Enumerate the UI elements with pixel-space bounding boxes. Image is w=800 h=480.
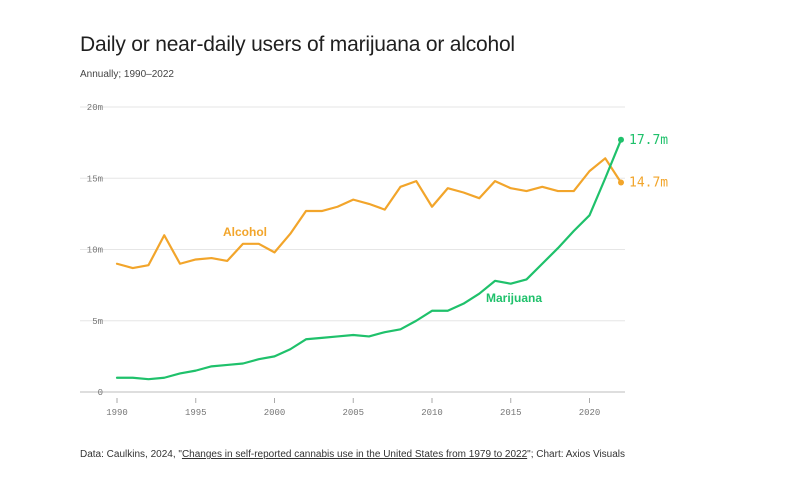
marijuana-series-label: Marijuana — [486, 291, 542, 305]
y-tick-label: 15m — [87, 174, 103, 184]
alcohol-end-label: 14.7m — [629, 176, 668, 191]
alcohol-series-label: Alcohol — [223, 225, 267, 239]
source-link[interactable]: Changes in self-reported cannabis use in… — [181, 449, 528, 460]
source-prefix: Data: Caulkins, 2024, " — [80, 449, 182, 460]
chart-subtitle: Annually; 1990–2022 — [80, 69, 174, 80]
x-tick-label: 2000 — [264, 408, 286, 418]
alcohol-line — [115, 157, 623, 270]
y-tick-label: 0 — [98, 388, 103, 398]
x-tick-label: 2010 — [421, 408, 443, 418]
x-tick-label: 2020 — [579, 408, 601, 418]
marijuana-end-label: 17.7m — [629, 133, 668, 148]
x-tick-label: 2005 — [342, 408, 364, 418]
y-tick-label: 20m — [87, 103, 103, 113]
source-suffix: "; Chart: Axios Visuals — [527, 449, 626, 460]
marijuana-line — [115, 138, 623, 381]
chart-title: Daily or near-daily users of marijuana o… — [80, 33, 515, 56]
x-tick-label: 1995 — [185, 408, 207, 418]
x-tick-label: 1990 — [106, 408, 128, 418]
y-tick-label: 5m — [92, 317, 103, 327]
source-footer: Data: Caulkins, 2024, "Changes in self-r… — [80, 449, 625, 460]
y-tick-label: 10m — [87, 246, 103, 256]
x-tick-label: 2015 — [500, 408, 522, 418]
alcohol-end-point — [618, 179, 624, 186]
marijuana-end-point — [618, 136, 624, 143]
line-chart: 0 5m 10m 15m 20m 1990 1995 2000 2005 2010 2015 2020… — [80, 103, 668, 418]
